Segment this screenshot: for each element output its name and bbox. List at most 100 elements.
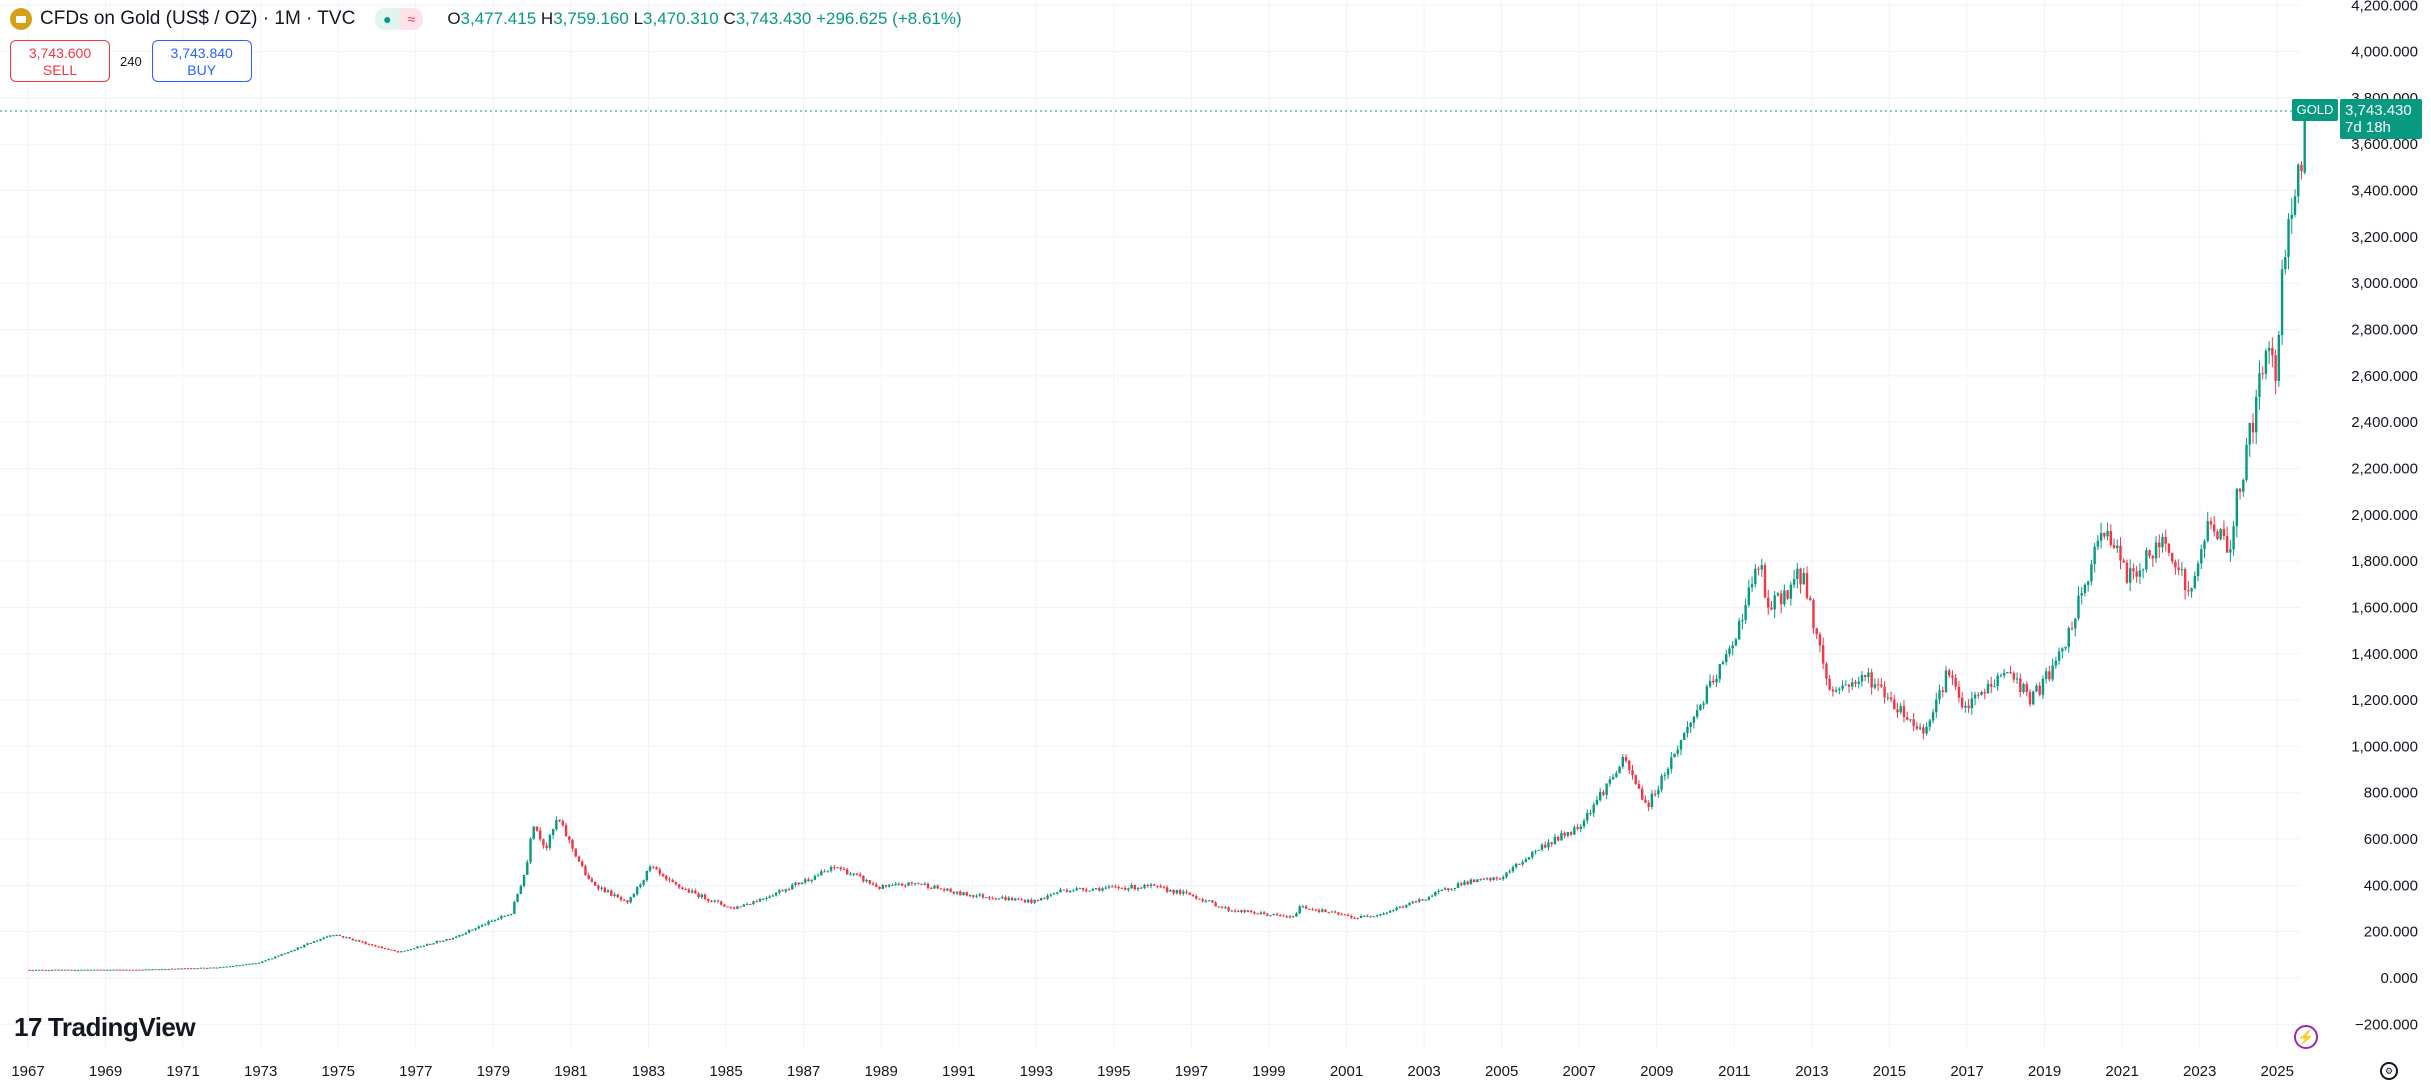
candle-body [1162, 886, 1166, 888]
candle-body [1030, 899, 1033, 903]
candle-body [383, 948, 387, 950]
chart-settings-icon[interactable]: ⚙ [2380, 1062, 2398, 1080]
candle-body [1734, 639, 1738, 646]
candle-body [241, 964, 245, 966]
market-status[interactable]: ● ≈ [375, 8, 424, 30]
candle-body [2122, 560, 2125, 563]
candle-body [2154, 542, 2158, 559]
candle-body [1321, 909, 1324, 912]
candle-body [1637, 784, 1641, 789]
candle-body [496, 918, 500, 920]
candle-body [41, 969, 44, 971]
candle-body [312, 941, 316, 943]
candle-body [526, 862, 529, 875]
candle-body [1683, 733, 1686, 740]
candle-body [96, 969, 99, 971]
candle-body [38, 969, 41, 971]
candle-body [1763, 565, 1767, 598]
candle-body [1107, 886, 1111, 888]
candle-body [1834, 690, 1838, 692]
candle-body [2222, 528, 2226, 537]
candle-body [713, 900, 716, 902]
candle-body [54, 969, 57, 971]
candle-body [1075, 888, 1078, 891]
candle-body [2070, 628, 2074, 630]
candle-body [2193, 575, 2197, 589]
candle-body [736, 906, 739, 909]
candle-body [2019, 678, 2022, 693]
candle-body [412, 948, 416, 950]
sell-button[interactable]: 3,743.600 SELL [10, 40, 110, 82]
time-tick-label: 1987 [787, 1063, 820, 1080]
candle-body [141, 969, 144, 971]
candle-body [354, 940, 358, 942]
candle-body [626, 900, 629, 903]
candle-body [1195, 896, 1198, 899]
candle-body [1311, 909, 1314, 911]
candle-body [2135, 571, 2138, 577]
candle-body [755, 901, 758, 903]
candle-body [2274, 355, 2277, 381]
candle-body [1026, 899, 1030, 903]
tradingview-logo[interactable]: 17 TradingView [14, 1012, 196, 1042]
candle-body [1253, 911, 1256, 914]
candle-body [797, 882, 800, 885]
candle-body [70, 969, 73, 971]
time-tick-label: 1981 [554, 1063, 587, 1080]
candle-body [409, 949, 413, 951]
candle-body [1792, 579, 1796, 585]
candle-body [852, 873, 855, 875]
candle-body [629, 897, 632, 903]
candle-body [513, 901, 516, 914]
candle-body [212, 967, 216, 969]
candle-body [1456, 883, 1460, 889]
candle-body [416, 946, 419, 949]
candle-body [1463, 881, 1466, 885]
lightning-icon[interactable]: ⚡ [2294, 1025, 2318, 1049]
buy-button[interactable]: 3,743.840 BUY [151, 40, 252, 82]
candle-body [2303, 111, 2306, 173]
candle-body [2096, 540, 2100, 547]
candle-body [105, 969, 109, 971]
candle-body [1960, 697, 1964, 708]
trade-buttons: 3,743.600 SELL 240 3,743.840 BUY [10, 40, 252, 82]
change-value: +296.625 (+8.61%) [816, 9, 962, 28]
candle-body [2284, 257, 2287, 270]
candle-body [739, 906, 742, 908]
symbol-title[interactable]: CFDs on Gold (US$ / OZ) · 1M · TVC [40, 8, 356, 29]
candle-body [597, 885, 600, 889]
candle-body [1673, 753, 1676, 758]
candle-body [1165, 887, 1169, 892]
candle-body [451, 937, 455, 940]
price-tick-label: 3,600.000 [2351, 136, 2418, 153]
time-tick-label: 2003 [1407, 1063, 1440, 1080]
candle-body [2044, 671, 2048, 679]
candle-body [1136, 887, 1140, 890]
candle-body [2280, 269, 2284, 336]
candle-body [1240, 910, 1243, 913]
time-tick-label: 2007 [1563, 1063, 1596, 1080]
candle-body [1398, 906, 1402, 908]
candle-body [2009, 672, 2012, 674]
candle-body [2293, 196, 2297, 215]
candle-body [122, 969, 125, 971]
candle-body [1970, 698, 1974, 709]
candle-body [723, 904, 726, 907]
candle-body [144, 969, 148, 971]
candle-body [1692, 716, 1696, 723]
candle-body [984, 897, 988, 899]
candle-body [1508, 871, 1511, 873]
candle-body [1385, 912, 1389, 914]
candle-body [551, 829, 555, 836]
candle-body [1337, 912, 1340, 915]
candle-body [332, 935, 335, 937]
candle-body [535, 826, 539, 831]
candle-body [1201, 899, 1204, 902]
candle-body [1065, 890, 1069, 892]
candle-body [561, 820, 565, 826]
candle-body [1754, 568, 1757, 585]
candle-body [1211, 900, 1214, 903]
price-tick-label: 400.000 [2364, 877, 2418, 894]
candle-body [1951, 675, 1954, 678]
